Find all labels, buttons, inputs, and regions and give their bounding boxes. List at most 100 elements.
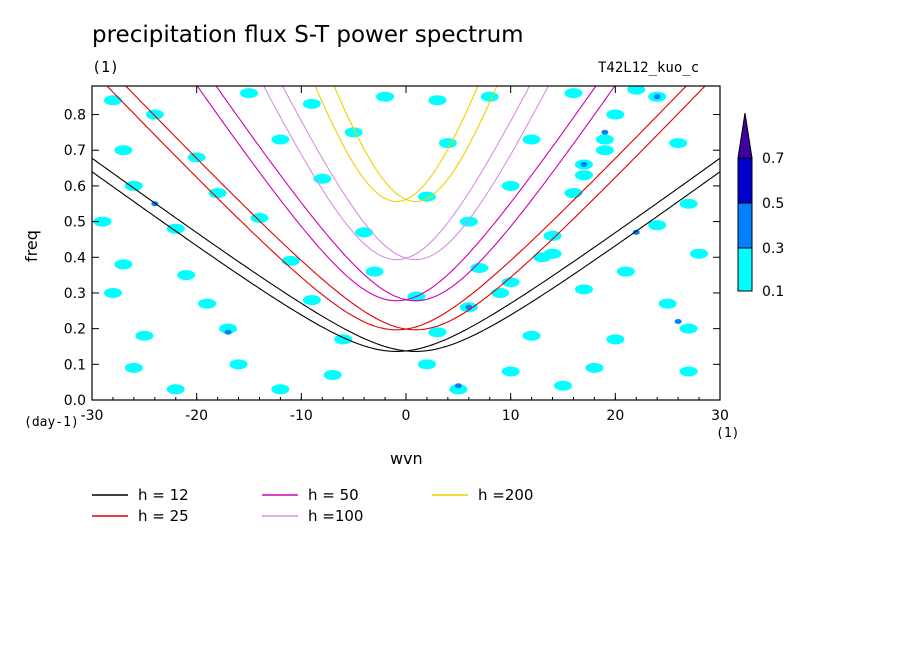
contour-patch-71 [595, 134, 614, 145]
y-tick-label-1: 0.1 [64, 357, 86, 373]
contour-patch-51 [606, 334, 625, 345]
dispersion-curve-1-1 [125, 86, 706, 331]
dispersion-curve-4-1 [333, 86, 498, 203]
contour-patch-54 [229, 359, 248, 370]
contour-patch-79 [454, 383, 462, 389]
contour-patch-11 [271, 134, 290, 145]
contour-patch-59 [679, 366, 698, 377]
contour-patch-26 [250, 213, 269, 224]
plot-frame [91, 85, 721, 401]
x-tick-label-5: 20 [606, 408, 624, 424]
contour-patch-31 [114, 259, 133, 270]
colorbar-segment-0 [737, 247, 753, 292]
y-tick-label-5: 0.5 [64, 215, 86, 231]
y-tick-label-6: 0.6 [64, 179, 86, 195]
y-tick-label-7: 0.7 [64, 143, 86, 159]
colorbar-segment-2 [737, 157, 753, 204]
dispersion-curve-4-0 [314, 86, 479, 203]
contour-patch-14 [522, 134, 541, 145]
contour-patch-73 [606, 109, 625, 120]
x-tick-label-6: 30 [711, 408, 729, 424]
x-tick-label-4: 10 [502, 408, 520, 424]
contour-patch-18 [208, 188, 227, 199]
legend-label-4: h =200 [478, 486, 533, 504]
contour-patch-66 [501, 277, 520, 288]
contour-patch-57 [501, 366, 520, 377]
contour-patch-29 [543, 230, 562, 241]
contour-patch-53 [124, 362, 143, 373]
y-tick-label-4: 0.4 [64, 250, 86, 266]
contour-patch-0 [103, 95, 122, 106]
contour-patch-55 [323, 370, 342, 381]
contour-patch-76 [224, 329, 232, 335]
contour-patch-35 [470, 262, 489, 273]
x-tick-label-2: -10 [290, 408, 313, 424]
dispersion-curve-3-0 [263, 86, 531, 261]
contour-patches [93, 86, 709, 395]
contour-patch-5 [428, 95, 447, 106]
contour-patch-7 [564, 88, 583, 99]
y-tick-label-2: 0.2 [64, 322, 86, 338]
contour-patch-41 [302, 295, 321, 306]
axis-ticks: -30 -20 -10 0 10 20 30 0.0 0.1 0.2 0.3 0.4 0.5 0.6 0.7… [64, 86, 729, 424]
contour-patch-25 [166, 223, 185, 234]
contour-patch-43 [491, 287, 510, 298]
x-tick-label-0: -30 [81, 408, 104, 424]
dispersion-curve-3-1 [281, 86, 549, 261]
contour-patch-24 [93, 216, 112, 227]
contour-patch-50 [522, 330, 541, 341]
x-axis-label: wvn [390, 449, 423, 468]
x-axis-unit: (1) [716, 426, 740, 441]
contour-patch-65 [465, 304, 473, 310]
contour-patch-34 [365, 266, 384, 277]
y-axis-unit: (day-1) [24, 415, 79, 430]
contour-patch-15 [595, 145, 614, 156]
contour-patch-45 [658, 298, 677, 309]
y-tick-label-8: 0.8 [64, 108, 86, 124]
contour-patch-9 [114, 145, 133, 156]
colorbar-arrow [737, 112, 753, 159]
legend-label-0: h = 12 [138, 486, 189, 504]
contour-patch-78 [674, 319, 682, 324]
contour-patch-17 [124, 180, 143, 191]
contour-patch-3 [302, 98, 321, 109]
contour-patch-46 [135, 330, 154, 341]
contour-patch-61 [271, 384, 290, 395]
contour-patch-39 [103, 287, 122, 298]
contour-patch-13 [438, 138, 457, 149]
contour-patch-48 [334, 334, 353, 345]
contour-patch-4 [376, 91, 395, 102]
legend-label-2: h = 50 [308, 486, 359, 504]
contour-patch-52 [679, 323, 698, 334]
contour-patch-12 [344, 127, 363, 138]
contour-patch-16 [669, 138, 688, 149]
contour-patch-58 [585, 362, 604, 373]
chart-subtitle: (1) [92, 58, 120, 76]
contour-patch-67 [543, 248, 562, 259]
contour-patch-80 [632, 229, 640, 235]
dispersion-curve-0-1 [92, 157, 720, 352]
contour-patch-37 [616, 266, 635, 277]
legend-label-3: h =100 [308, 507, 363, 525]
contour-patch-1 [145, 109, 164, 120]
colorbar: 0.1 0.3 0.5 0.7 [737, 112, 784, 300]
contour-patch-6 [480, 91, 499, 102]
contour-patch-23 [679, 198, 698, 209]
contour-patch-10 [187, 152, 206, 163]
colorbar-label-3: 0.7 [762, 151, 784, 167]
colorbar-label-1: 0.3 [762, 241, 784, 257]
dispersion-curve-2-1 [215, 86, 616, 302]
contour-patch-44 [574, 284, 593, 295]
x-tick-label-3: 0 [402, 408, 411, 424]
contour-patch-47 [219, 323, 238, 334]
dispersion-curve-2-0 [196, 86, 597, 302]
contour-patch-75 [653, 94, 661, 100]
colorbar-label-2: 0.5 [762, 196, 784, 212]
contour-patch-2 [240, 88, 258, 99]
contour-patch-60 [166, 384, 185, 395]
contour-patch-68 [564, 188, 583, 199]
legend: h = 12 h = 25 h = 50 h =100 h =200 [92, 486, 533, 525]
contour-patch-28 [459, 216, 478, 227]
contour-patch-27 [355, 227, 374, 238]
